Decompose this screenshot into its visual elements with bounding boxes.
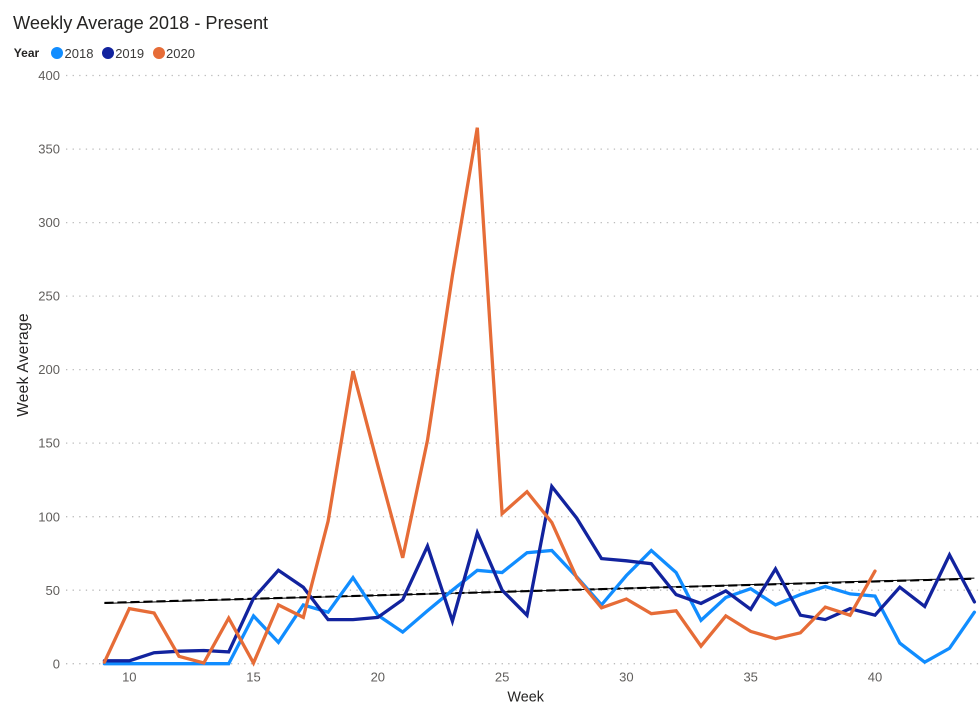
svg-text:Week: Week	[507, 689, 544, 705]
svg-text:20: 20	[371, 670, 385, 685]
svg-text:10: 10	[122, 670, 136, 685]
svg-text:50: 50	[46, 583, 60, 598]
svg-text:30: 30	[619, 670, 633, 685]
svg-text:400: 400	[38, 68, 60, 83]
svg-text:350: 350	[38, 142, 60, 157]
svg-text:15: 15	[246, 670, 260, 685]
svg-text:Week Average: Week Average	[15, 313, 32, 417]
svg-text:250: 250	[38, 289, 60, 304]
svg-text:300: 300	[38, 215, 60, 230]
svg-text:40: 40	[868, 670, 882, 685]
svg-text:0: 0	[53, 656, 60, 671]
svg-text:100: 100	[38, 509, 60, 524]
svg-text:150: 150	[38, 436, 60, 451]
svg-text:25: 25	[495, 670, 509, 685]
svg-text:35: 35	[743, 670, 757, 685]
svg-text:200: 200	[38, 362, 60, 377]
